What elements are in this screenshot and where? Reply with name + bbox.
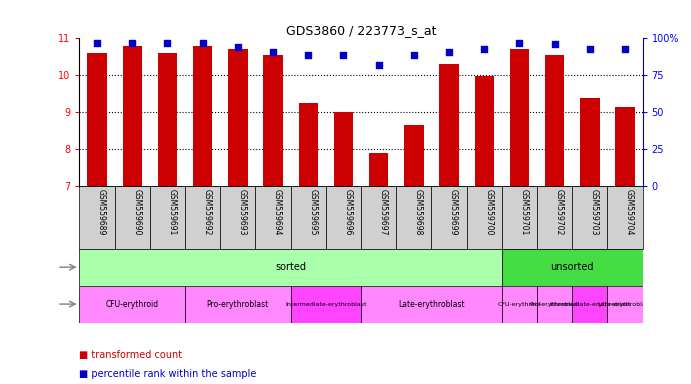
Bar (431, 186, 466, 249)
Bar (404, 125, 424, 186)
Bar (369, 153, 388, 186)
Text: GSM559693: GSM559693 (238, 189, 247, 236)
Bar (502, 249, 643, 286)
Text: sorted: sorted (275, 262, 306, 272)
Text: CFU-erythroid: CFU-erythroid (498, 301, 541, 306)
Text: GSM559696: GSM559696 (343, 189, 352, 236)
Text: GSM559699: GSM559699 (449, 189, 458, 236)
Text: Late-erythroblast: Late-erythroblast (398, 300, 465, 309)
Point (620, 46, 631, 52)
Bar (150, 186, 185, 249)
Text: Intermediate-erythroblast: Intermediate-erythroblast (549, 301, 631, 306)
Bar (87, 53, 106, 186)
Text: Intermediate-erythroblast: Intermediate-erythroblast (285, 301, 367, 306)
Point (162, 40, 173, 46)
Text: GSM559690: GSM559690 (132, 189, 141, 236)
Bar (79, 249, 502, 286)
Bar (299, 103, 318, 186)
Text: GSM559701: GSM559701 (520, 189, 529, 236)
Bar (193, 46, 212, 186)
Text: Pro-erythroblast: Pro-erythroblast (207, 300, 269, 309)
Bar (510, 50, 529, 186)
Bar (228, 50, 247, 186)
Point (514, 40, 525, 46)
Bar (185, 186, 220, 249)
Bar (79, 286, 185, 323)
Point (479, 46, 490, 52)
Bar (607, 286, 643, 323)
Point (585, 46, 596, 52)
Bar (361, 286, 502, 323)
Bar (220, 186, 256, 249)
Bar (79, 186, 115, 249)
Point (91, 40, 102, 46)
Point (126, 40, 138, 46)
Text: GSM559704: GSM559704 (625, 189, 634, 236)
Bar (545, 55, 565, 186)
Bar (502, 186, 537, 249)
Point (267, 49, 278, 55)
Bar (580, 98, 600, 186)
Bar (475, 76, 494, 186)
Bar (537, 186, 572, 249)
Bar (334, 112, 353, 186)
Point (408, 51, 419, 58)
Title: GDS3860 / 223773_s_at: GDS3860 / 223773_s_at (286, 24, 436, 37)
Bar (291, 186, 326, 249)
Bar (616, 107, 635, 186)
Text: CFU-erythroid: CFU-erythroid (106, 300, 159, 309)
Text: ■ transformed count: ■ transformed count (79, 350, 182, 360)
Text: GSM559694: GSM559694 (273, 189, 282, 236)
Text: GSM559698: GSM559698 (414, 189, 423, 236)
Bar (263, 55, 283, 186)
Bar (122, 46, 142, 186)
Bar (572, 186, 607, 249)
Bar (607, 186, 643, 249)
Point (373, 62, 384, 68)
Point (303, 51, 314, 58)
Text: GSM559700: GSM559700 (484, 189, 493, 236)
Bar (185, 286, 291, 323)
Bar (158, 53, 177, 186)
Text: GSM559692: GSM559692 (202, 189, 211, 236)
Bar (537, 286, 572, 323)
Text: ■ percentile rank within the sample: ■ percentile rank within the sample (79, 369, 257, 379)
Bar (502, 286, 537, 323)
Text: GSM559703: GSM559703 (590, 189, 599, 236)
Point (232, 44, 243, 50)
Text: GSM559689: GSM559689 (97, 189, 106, 236)
Text: Late-erythroblast: Late-erythroblast (598, 301, 652, 306)
Bar (396, 186, 431, 249)
Text: GSM559697: GSM559697 (379, 189, 388, 236)
Bar (326, 186, 361, 249)
Point (338, 51, 349, 58)
Bar (115, 186, 150, 249)
Bar (291, 286, 361, 323)
Text: GSM559695: GSM559695 (308, 189, 317, 236)
Text: Pro-erythroblast: Pro-erythroblast (529, 301, 580, 306)
Bar (439, 64, 459, 186)
Bar (256, 186, 291, 249)
Point (444, 49, 455, 55)
Text: GSM559702: GSM559702 (555, 189, 564, 236)
Point (197, 40, 208, 46)
Point (549, 41, 560, 47)
Text: GSM559691: GSM559691 (167, 189, 176, 236)
Bar (572, 286, 607, 323)
Text: unsorted: unsorted (551, 262, 594, 272)
Bar (361, 186, 396, 249)
Bar (466, 186, 502, 249)
